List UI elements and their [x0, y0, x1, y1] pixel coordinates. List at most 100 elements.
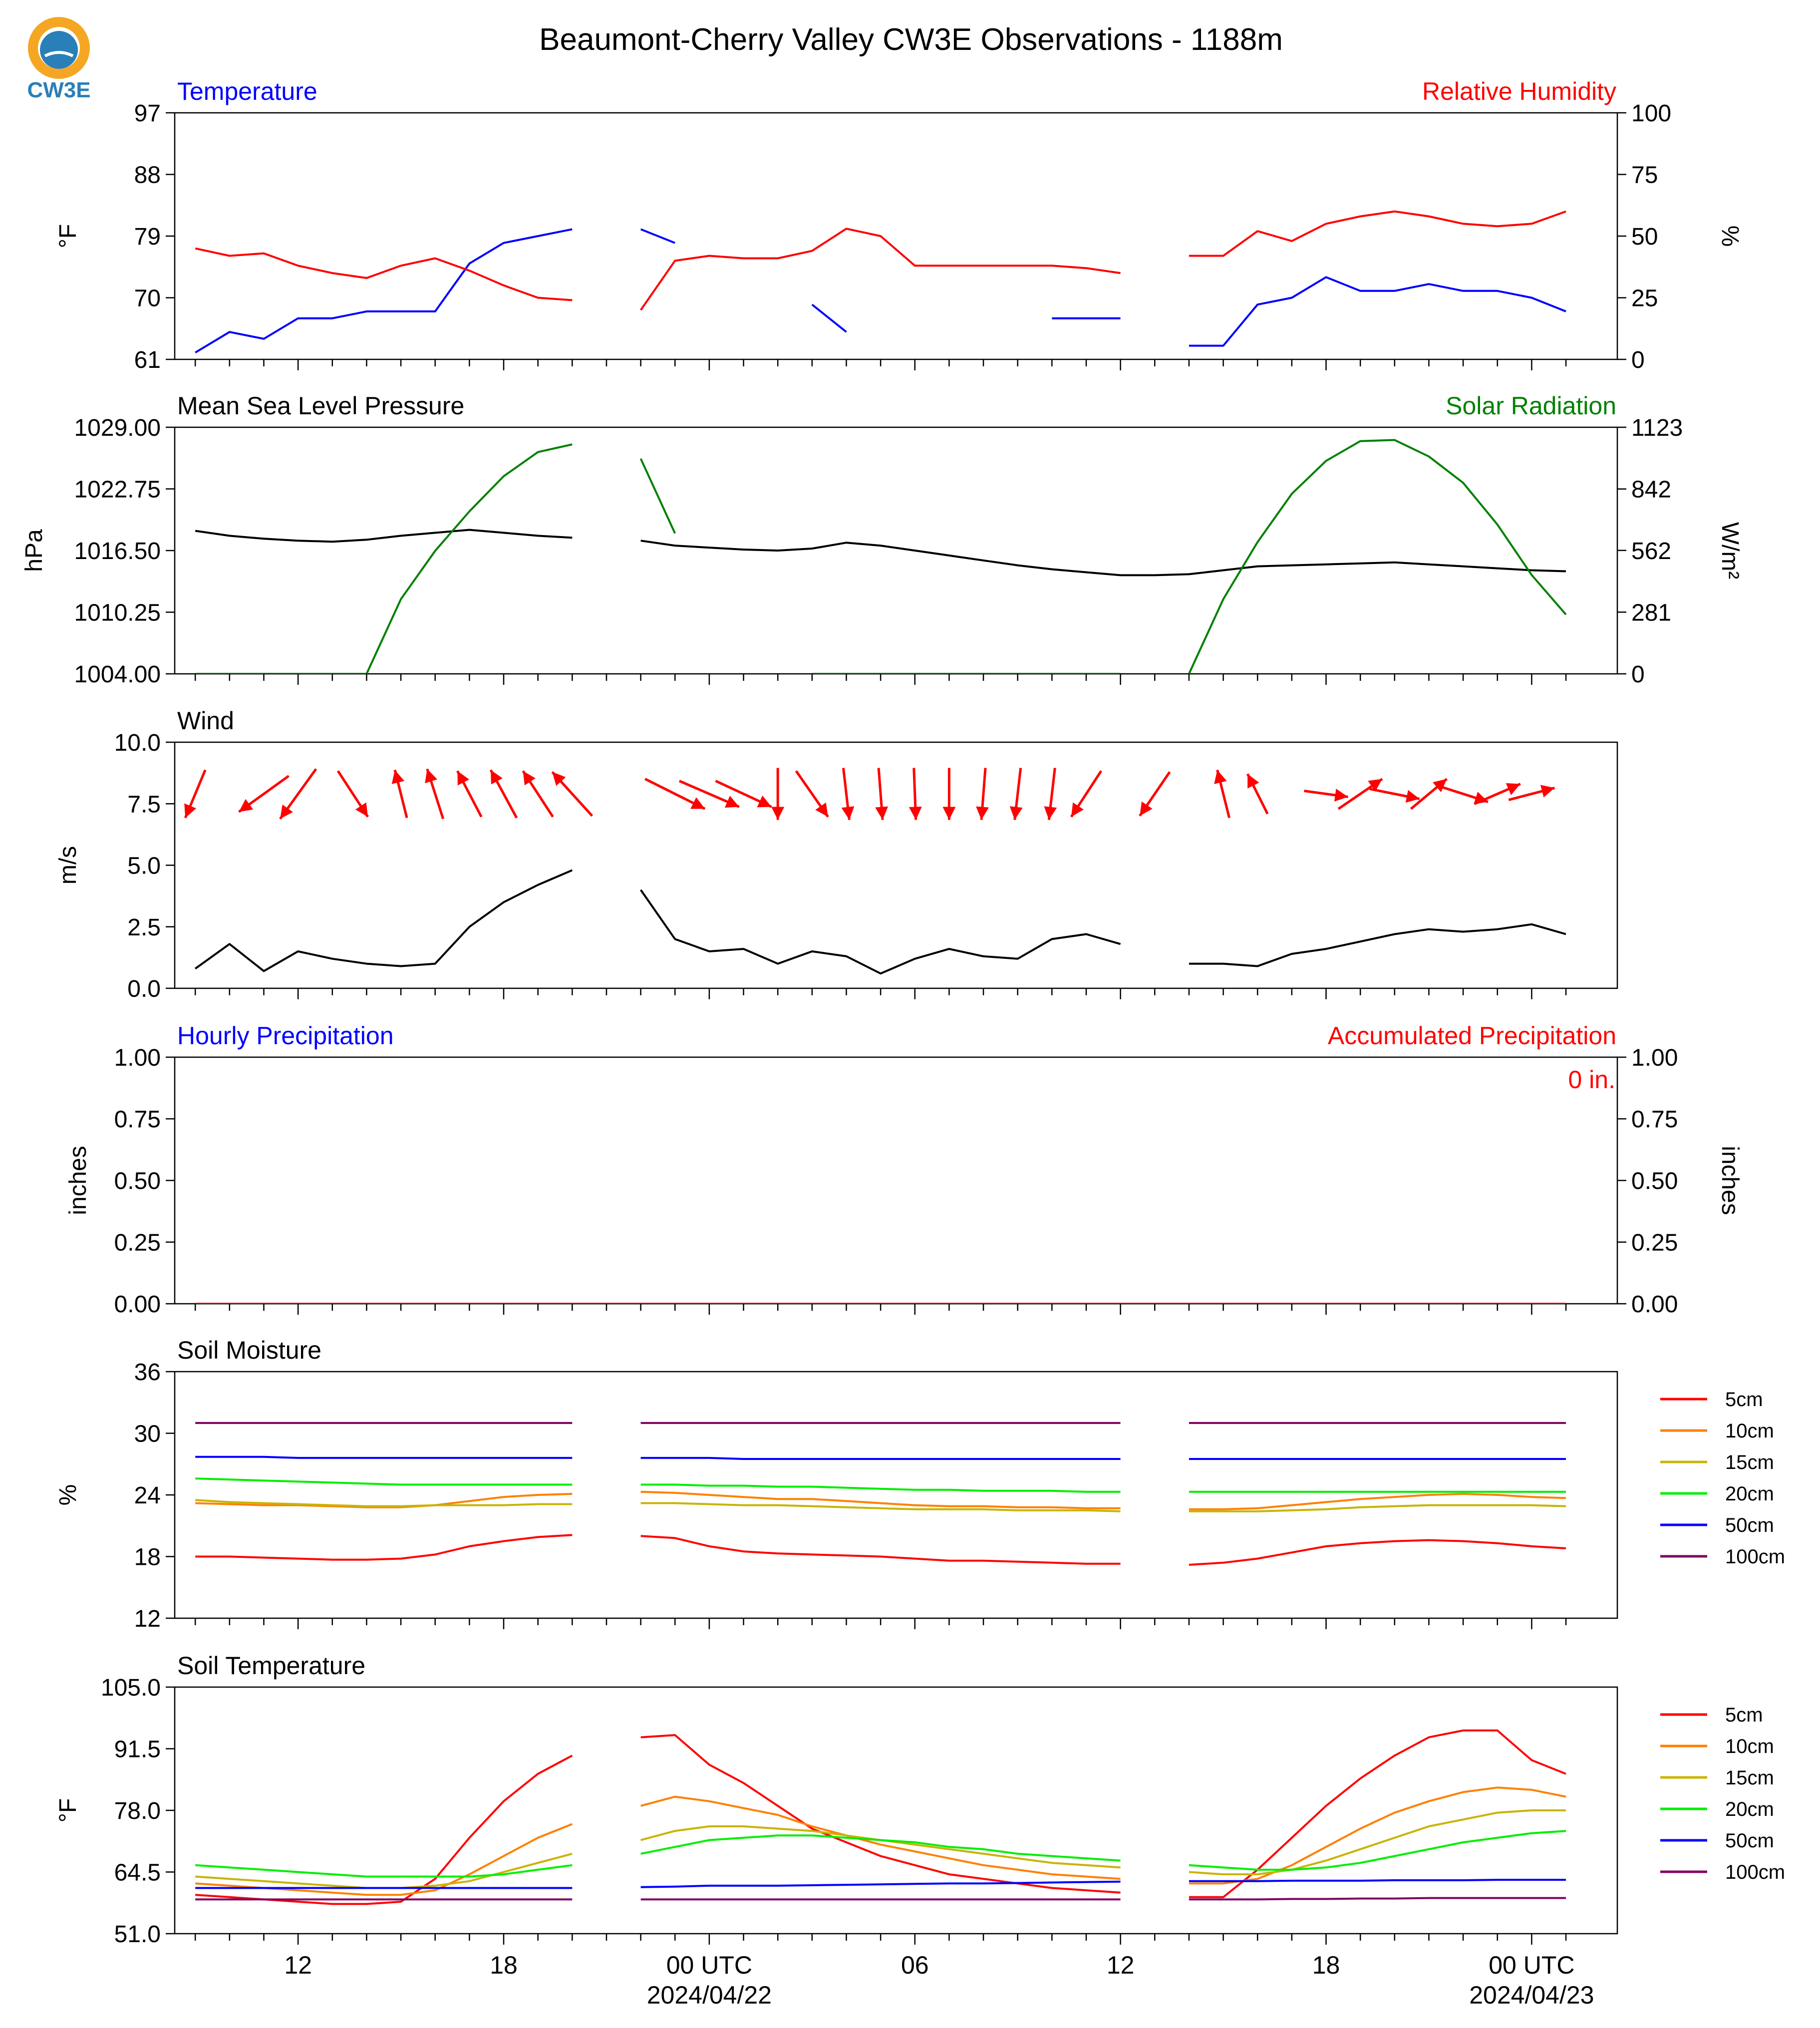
x-tick-label: 00 UTC	[666, 1951, 752, 1979]
panel-2: Wind 0.0 2.5 5.0 7.5 10.0 m/s	[55, 707, 1618, 1002]
legend-label: 15cm	[1725, 1451, 1774, 1473]
series-line-50cm	[195, 1455, 1566, 1460]
series-line-left	[195, 228, 1566, 354]
y-tick-label: 30	[134, 1421, 161, 1448]
y-axis-label: m/s	[55, 846, 81, 884]
y2-tick-label: 0.75	[1631, 1107, 1678, 1133]
logo-drop	[40, 31, 78, 69]
wind-arrow-head	[771, 807, 785, 820]
panel-1: Mean Sea Level Pressure Solar Radiation 10…	[21, 392, 1743, 688]
series-line-100cm	[195, 1897, 1566, 1901]
y-tick-label: 1010.25	[74, 600, 161, 626]
panel-3: Hourly Precipitation Accumulated Precipit…	[65, 1022, 1743, 1318]
wind-arrow-head	[1474, 792, 1489, 804]
wind-arrow-head	[1044, 806, 1057, 820]
y-tick-label: 5.0	[127, 853, 161, 879]
x-tick-label: 18	[490, 1951, 518, 1979]
y-axis-label: °F	[55, 1798, 81, 1823]
y2-tick-label: 842	[1631, 477, 1671, 503]
wind-arrow-head	[491, 770, 503, 785]
y-axis-label: °F	[55, 224, 81, 249]
legend-label: 10cm	[1725, 1736, 1774, 1757]
panel-right-title: Solar Radiation	[1446, 392, 1616, 420]
y2-tick-label: 281	[1631, 599, 1671, 626]
wind-arrow-head	[552, 772, 566, 786]
logo-ring	[28, 17, 90, 79]
legend-label: 20cm	[1725, 1483, 1774, 1505]
series-line-5cm	[195, 1534, 1566, 1566]
y-tick-label: 7.5	[127, 791, 161, 818]
series-group	[195, 1422, 1566, 1566]
legend-label: 50cm	[1725, 1830, 1774, 1852]
legend-label: 5cm	[1725, 1389, 1763, 1411]
wind-arrow-head	[841, 806, 855, 820]
wind-arrow-head	[757, 795, 772, 808]
legend-label: 100cm	[1725, 1546, 1785, 1568]
wind-arrow-head	[1071, 802, 1084, 817]
y2-tick-label: 562	[1631, 538, 1671, 565]
y2-tick-label: 0.25	[1631, 1230, 1678, 1256]
y2-axis-label: W/m²	[1717, 522, 1743, 579]
y-tick-label: 1004.00	[74, 661, 161, 688]
y-tick-label: 18	[134, 1544, 161, 1571]
wind-arrow-head	[457, 771, 469, 786]
series-line-15cm	[195, 1499, 1566, 1512]
y-axis-label: hPa	[21, 529, 47, 572]
wind-arrow-head	[391, 770, 404, 784]
series-line-20cm	[195, 1830, 1566, 1878]
legend-label: 50cm	[1725, 1514, 1774, 1536]
series-group	[195, 869, 1566, 975]
y-tick-label: 91.5	[114, 1737, 161, 1763]
panel-4: Soil Moisture1218243036%5cm10cm15cm20cm5…	[55, 1336, 1785, 1632]
y2-tick-label: 25	[1631, 286, 1658, 312]
y-tick-label: 0.00	[114, 1291, 161, 1318]
y2-tick-label: 100	[1631, 100, 1671, 127]
y-tick-label: 36	[134, 1359, 161, 1386]
y2-tick-label: 0.50	[1631, 1168, 1678, 1194]
y-tick-label: 79	[134, 224, 161, 250]
y-tick-label: 0.25	[114, 1230, 161, 1256]
y-axis-label: %	[55, 1484, 81, 1506]
series-line-left	[195, 529, 1566, 577]
wind-arrow-head	[724, 796, 739, 808]
logo-text: CW3E	[27, 78, 90, 102]
logo-wave	[44, 51, 74, 57]
legend-label: 100cm	[1725, 1861, 1785, 1883]
accumulated-annotation: 0 in.	[1568, 1066, 1615, 1094]
y-axis-label: inches	[65, 1146, 91, 1215]
wind-arrow-head	[1247, 774, 1259, 789]
panel-title: Temperature	[177, 77, 317, 105]
panel-0: Temperature Relative Humidity 61 70 79 88 97 °F…	[55, 77, 1743, 373]
wind-arrow-head	[1540, 785, 1555, 798]
panel-right-title: Relative Humidity	[1422, 77, 1616, 105]
cw3e-logo: CW3E	[27, 17, 91, 102]
wind-arrows	[184, 768, 1555, 820]
series-group	[195, 210, 1566, 354]
series-line-left	[195, 869, 1566, 975]
y-tick-label: 105.0	[101, 1675, 161, 1701]
wind-arrow-head	[1368, 779, 1383, 792]
y-tick-label: 12	[134, 1606, 161, 1632]
date-label: 2024/04/23	[1469, 1981, 1594, 2009]
x-tick-label: 00 UTC	[1489, 1951, 1574, 1979]
wind-arrow-head	[280, 804, 293, 819]
series-line-50cm	[195, 1879, 1566, 1889]
y2-tick-label: 0	[1631, 347, 1645, 373]
y-tick-label: 2.5	[127, 914, 161, 941]
wind-arrow-head	[1506, 783, 1520, 795]
wind-arrow-head	[875, 806, 889, 820]
y-tick-label: 24	[134, 1482, 161, 1509]
series-line-20cm	[195, 1477, 1566, 1493]
y-tick-label: 88	[134, 162, 161, 189]
legend: 5cm 10cm 15cm 20cm 50cm 100cm	[1660, 1389, 1785, 1568]
figure-title: Beaumont-Cherry Valley CW3E Observations…	[539, 22, 1283, 57]
panel-title: Soil Temperature	[177, 1652, 365, 1680]
wind-arrow-head	[942, 807, 956, 820]
y2-tick-label: 1.00	[1631, 1045, 1678, 1071]
legend-label: 15cm	[1725, 1767, 1774, 1789]
series-line-10cm	[195, 1490, 1566, 1510]
y2-tick-label: 1123	[1631, 415, 1683, 441]
panel-title: Mean Sea Level Pressure	[177, 392, 464, 420]
